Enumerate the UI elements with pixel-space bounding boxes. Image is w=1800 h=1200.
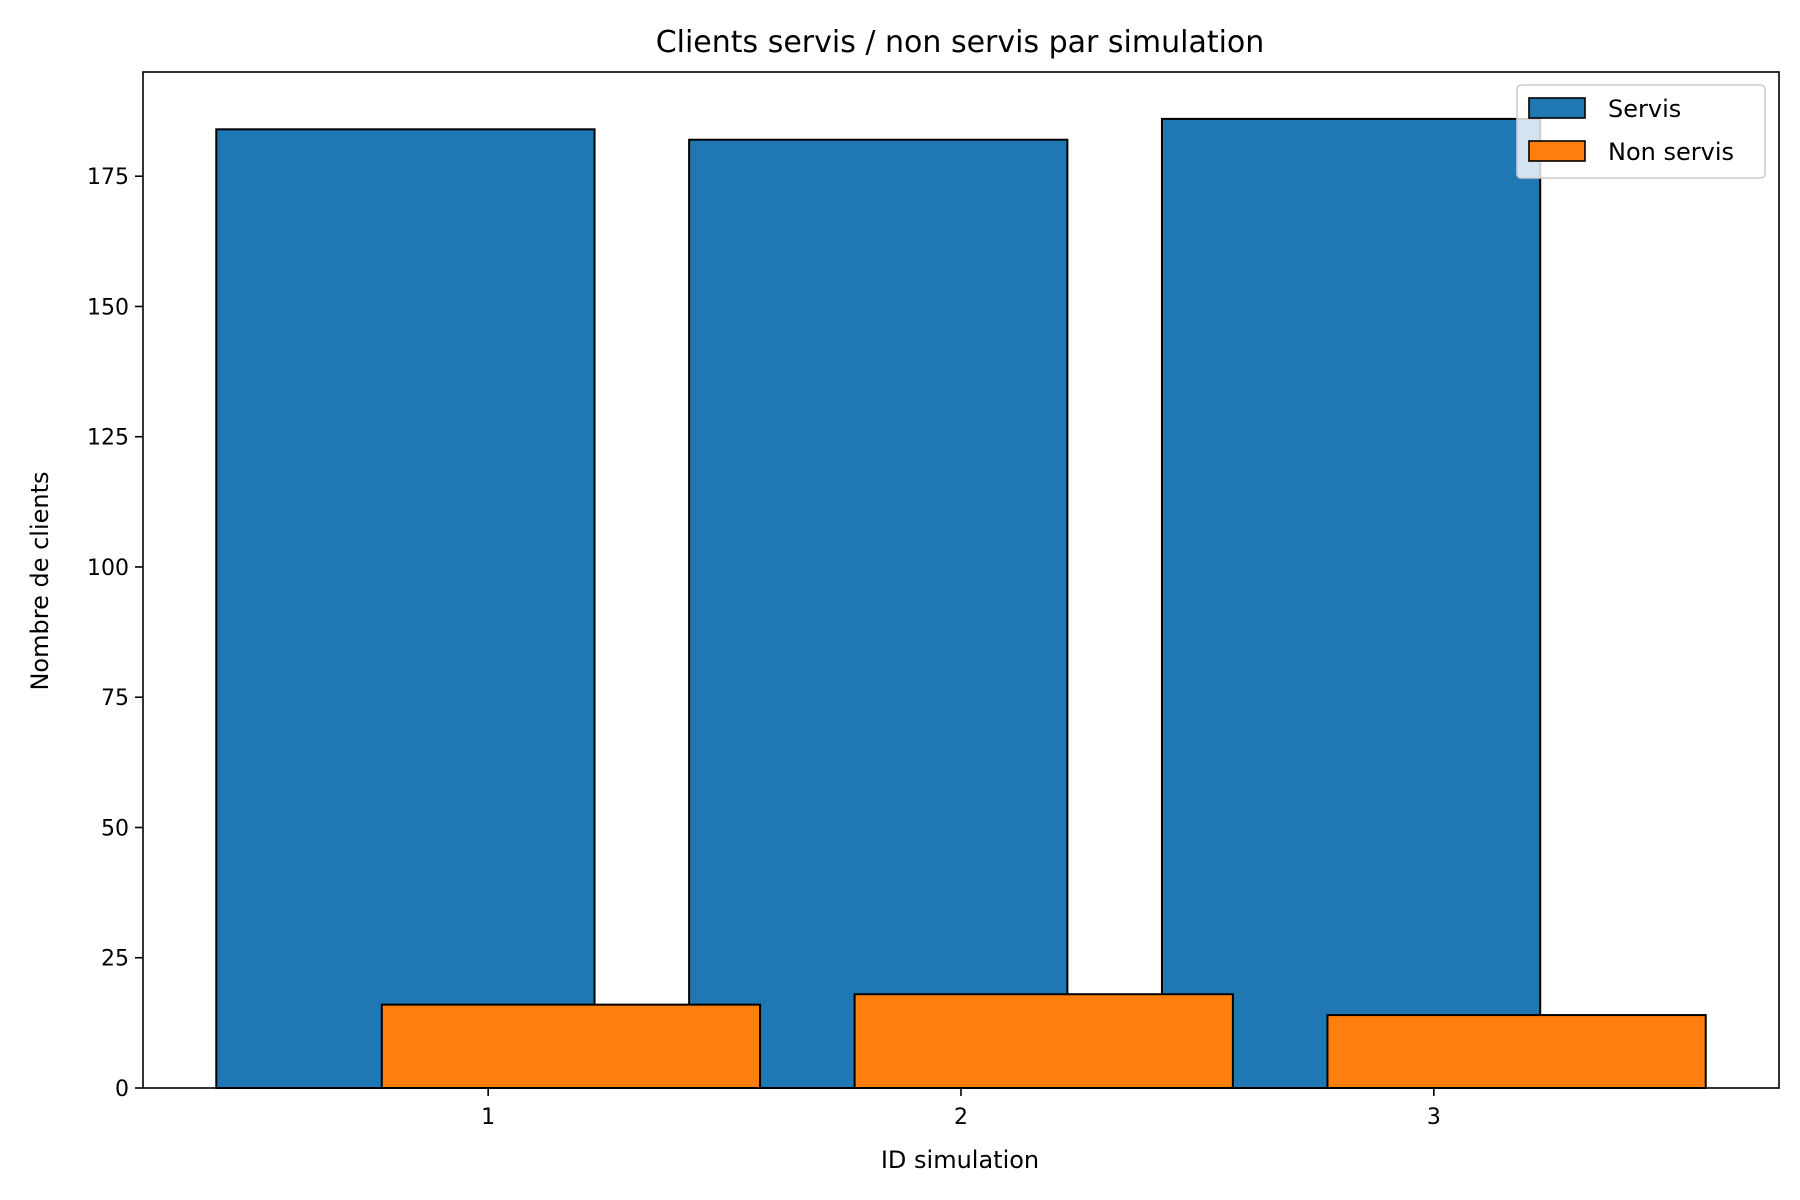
y-tick-label: 25 <box>101 947 129 972</box>
bar-non-servis-2 <box>853 993 1234 1090</box>
legend-swatch-non-servis <box>1528 140 1586 162</box>
x-axis-label: ID simulation <box>881 1146 1039 1174</box>
y-tick-label: 125 <box>87 426 129 451</box>
y-tick-label: 150 <box>87 295 129 320</box>
legend-label-non-servis: Non servis <box>1608 138 1734 166</box>
x-tick-label: 2 <box>954 1105 968 1130</box>
bar-servis-3 <box>1160 117 1542 1089</box>
y-tick-label: 50 <box>101 816 129 841</box>
legend: Servis Non servis <box>1516 84 1766 179</box>
x-tick-label: 1 <box>481 1105 495 1130</box>
axes-layer: 0 25 50 75 100 125 150 175 1 2 3 <box>87 71 1780 1130</box>
bar-servis-1 <box>215 128 596 1090</box>
y-tick-label: 175 <box>87 165 129 190</box>
legend-swatch-servis <box>1528 97 1586 119</box>
y-tick-label: 0 <box>115 1077 129 1102</box>
x-tick-label: 3 <box>1427 1105 1441 1130</box>
y-tick-label: 100 <box>87 556 129 581</box>
bars-layer <box>215 117 1707 1090</box>
chart-title: Clients servis / non servis par simulati… <box>656 25 1265 60</box>
bar-non-servis-3 <box>1326 1014 1707 1089</box>
bar-non-servis-1 <box>380 1003 762 1090</box>
y-tick-label: 75 <box>101 686 129 711</box>
legend-label-servis: Servis <box>1608 95 1681 123</box>
y-axis-label: Nombre de clients <box>26 471 54 690</box>
bar-servis-2 <box>688 138 1069 1089</box>
